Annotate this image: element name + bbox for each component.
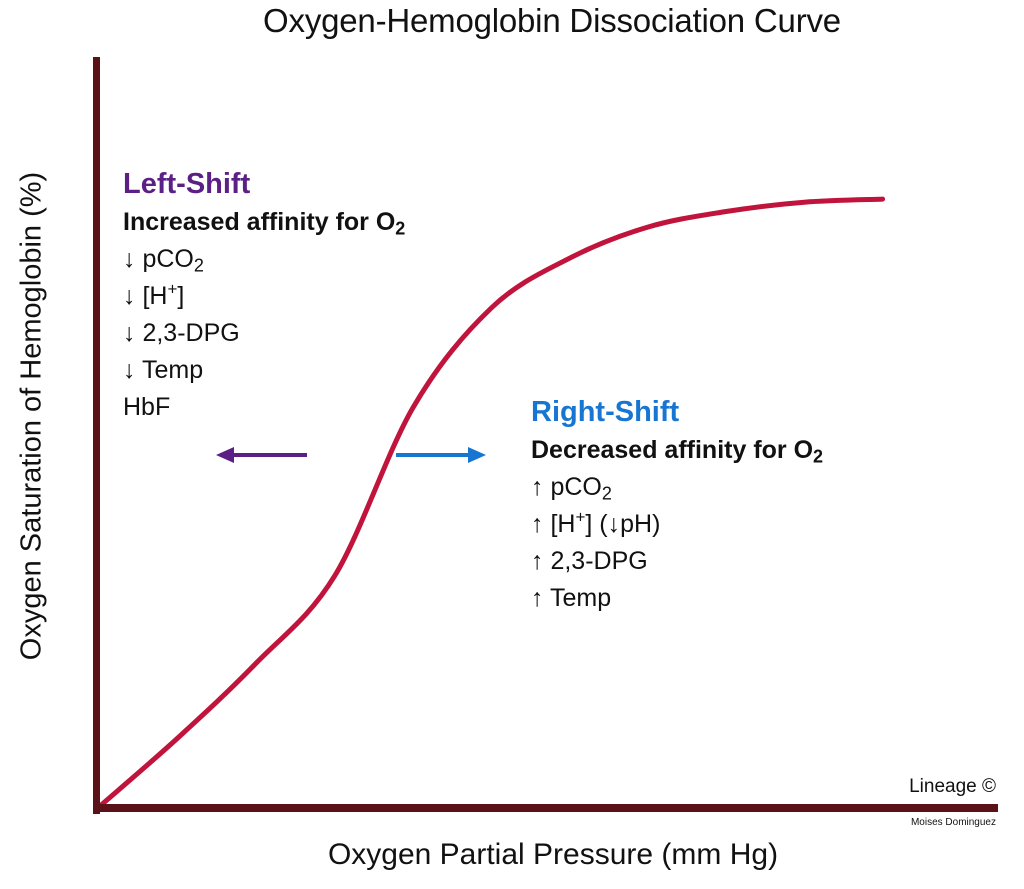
x-axis-line xyxy=(93,804,998,812)
right-shift-factors: ↑ pCO2 ↑ [H+] (↓pH) ↑ 2,3-DPG ↑ Temp xyxy=(531,469,823,617)
right-shift-factor-3: ↑ Temp xyxy=(531,584,612,612)
left-shift-factors: ↓ pCO2 ↓ [H+] ↓ 2,3-DPG ↓ Temp HbF xyxy=(123,241,405,426)
author-credit: Moises Dominguez xyxy=(910,817,996,828)
right-shift-affinity: Decreased affinity for O2 xyxy=(531,436,824,467)
left-shift-factor-1: ↓ [H+] xyxy=(123,279,185,310)
left-shift-factor-0: ↓ pCO2 xyxy=(123,245,204,276)
left-shift-factor-2: ↓ 2,3-DPG xyxy=(123,319,240,347)
left-shift-factor-4: HbF xyxy=(123,393,171,421)
left-shift-arrow xyxy=(216,447,307,463)
left-shift-factor-3: ↓ Temp xyxy=(123,356,204,384)
x-axis-label: Oxygen Partial Pressure (mm Hg) xyxy=(327,838,779,871)
right-shift-factor-0: ↑ pCO2 xyxy=(531,473,612,504)
dissociation-curve-line xyxy=(97,196,886,809)
left-shift-heading: Left-Shift xyxy=(123,168,251,200)
right-shift-factor-2: ↑ 2,3-DPG xyxy=(531,547,648,575)
right-shift-arrow xyxy=(396,447,486,463)
left-shift-annotation: Left-Shift Increased affinity for O2 ↓ p… xyxy=(123,164,405,426)
chart-title: Oxygen-Hemoglobin Dissociation Curve xyxy=(263,2,841,39)
watermark: Lineage © xyxy=(909,776,996,797)
right-shift-heading: Right-Shift xyxy=(531,396,680,428)
right-shift-annotation: Right-Shift Decreased affinity for O2 ↑ … xyxy=(531,392,823,617)
y-axis-line xyxy=(93,57,100,814)
left-shift-affinity: Increased affinity for O2 xyxy=(123,208,406,239)
right-shift-factor-1: ↑ [H+] (↓pH) xyxy=(531,507,661,538)
